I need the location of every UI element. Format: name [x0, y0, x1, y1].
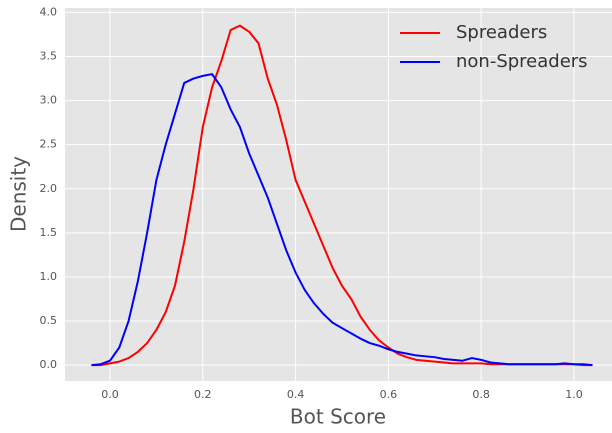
y-tick-label: 3.5	[40, 49, 58, 62]
y-tick-label: 2.0	[40, 182, 58, 195]
y-tick-label: 1.0	[40, 270, 58, 283]
plot-area	[65, 8, 612, 381]
legend-label: Spreaders	[456, 22, 547, 43]
y-tick-label: 3.0	[40, 94, 58, 107]
y-tick-label: 0.5	[40, 314, 58, 327]
x-tick-label: 0.4	[287, 388, 305, 401]
x-tick-label: 0.2	[194, 388, 212, 401]
x-axis-label: Bot Score	[290, 405, 386, 429]
x-tick-label: 0.0	[101, 388, 119, 401]
y-tick-label: 4.0	[40, 5, 58, 18]
legend-label: non-Spreaders	[456, 51, 588, 72]
y-tick-label: 0.0	[40, 358, 58, 371]
series-line	[91, 73, 593, 367]
y-axis-label: Density	[7, 156, 31, 232]
y-tick-label: 2.5	[40, 138, 58, 151]
x-tick-label: 0.8	[472, 388, 490, 401]
x-tick-label: 1.0	[565, 388, 583, 401]
y-tick-label: 1.5	[40, 226, 58, 239]
x-tick-label: 0.6	[380, 388, 398, 401]
